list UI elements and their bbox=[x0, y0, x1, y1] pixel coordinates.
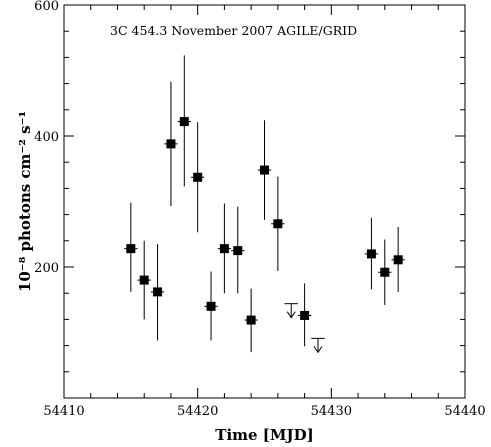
upper-limit-group bbox=[284, 303, 298, 319]
upper-limit-arrow-head bbox=[286, 311, 296, 319]
data-point-group bbox=[231, 206, 245, 294]
data-point-group bbox=[164, 81, 178, 207]
data-point-group bbox=[364, 217, 379, 290]
data-point-group bbox=[271, 176, 285, 271]
data-marks bbox=[124, 55, 405, 354]
data-point-group bbox=[177, 55, 191, 187]
data-point-group bbox=[257, 120, 272, 220]
data-point-group bbox=[150, 244, 165, 341]
data-point bbox=[219, 244, 229, 254]
data-point bbox=[366, 249, 376, 259]
x-tick-label: 54440 bbox=[444, 404, 485, 419]
data-point bbox=[233, 246, 243, 256]
data-point bbox=[380, 267, 390, 277]
data-point bbox=[153, 287, 163, 297]
data-point-group bbox=[297, 283, 312, 347]
y-tick-label: 600 bbox=[34, 0, 59, 14]
data-point bbox=[179, 117, 189, 127]
data-point bbox=[126, 244, 136, 254]
upper-limit-group bbox=[311, 337, 325, 354]
data-point bbox=[393, 255, 403, 265]
y-tick-label: 200 bbox=[34, 261, 59, 276]
x-tick-label: 54420 bbox=[177, 404, 218, 419]
plot-frame bbox=[63, 4, 466, 399]
data-point-group bbox=[391, 227, 405, 292]
data-point bbox=[139, 275, 149, 285]
x-axis-title: Time [MJD] bbox=[215, 426, 313, 444]
data-point-group bbox=[244, 288, 258, 353]
x-tick-label: 54410 bbox=[43, 404, 84, 419]
upper-limit-arrow-head bbox=[313, 346, 323, 354]
data-point bbox=[273, 219, 283, 229]
data-point bbox=[166, 139, 176, 149]
data-point-group bbox=[190, 122, 205, 233]
x-tick-label: 54430 bbox=[311, 404, 352, 419]
data-point bbox=[260, 165, 269, 175]
data-point bbox=[193, 172, 203, 182]
data-point bbox=[206, 301, 216, 311]
axis-ticks bbox=[63, 4, 466, 399]
tick-labels: 54410 54420 54430 54440 200 400 600 bbox=[34, 0, 486, 419]
data-point-group bbox=[124, 202, 138, 292]
data-point-group bbox=[204, 271, 218, 341]
data-point bbox=[300, 310, 310, 320]
data-point-group bbox=[378, 239, 392, 305]
chart-title: 3C 454.3 November 2007 AGILE/GRID bbox=[110, 23, 357, 38]
y-tick-label: 400 bbox=[34, 130, 59, 145]
y-axis-title: 10⁻⁸ photons cm⁻² s⁻¹ bbox=[16, 111, 34, 292]
data-point-group bbox=[217, 203, 232, 294]
data-point-group bbox=[137, 240, 151, 320]
data-point bbox=[246, 315, 256, 325]
